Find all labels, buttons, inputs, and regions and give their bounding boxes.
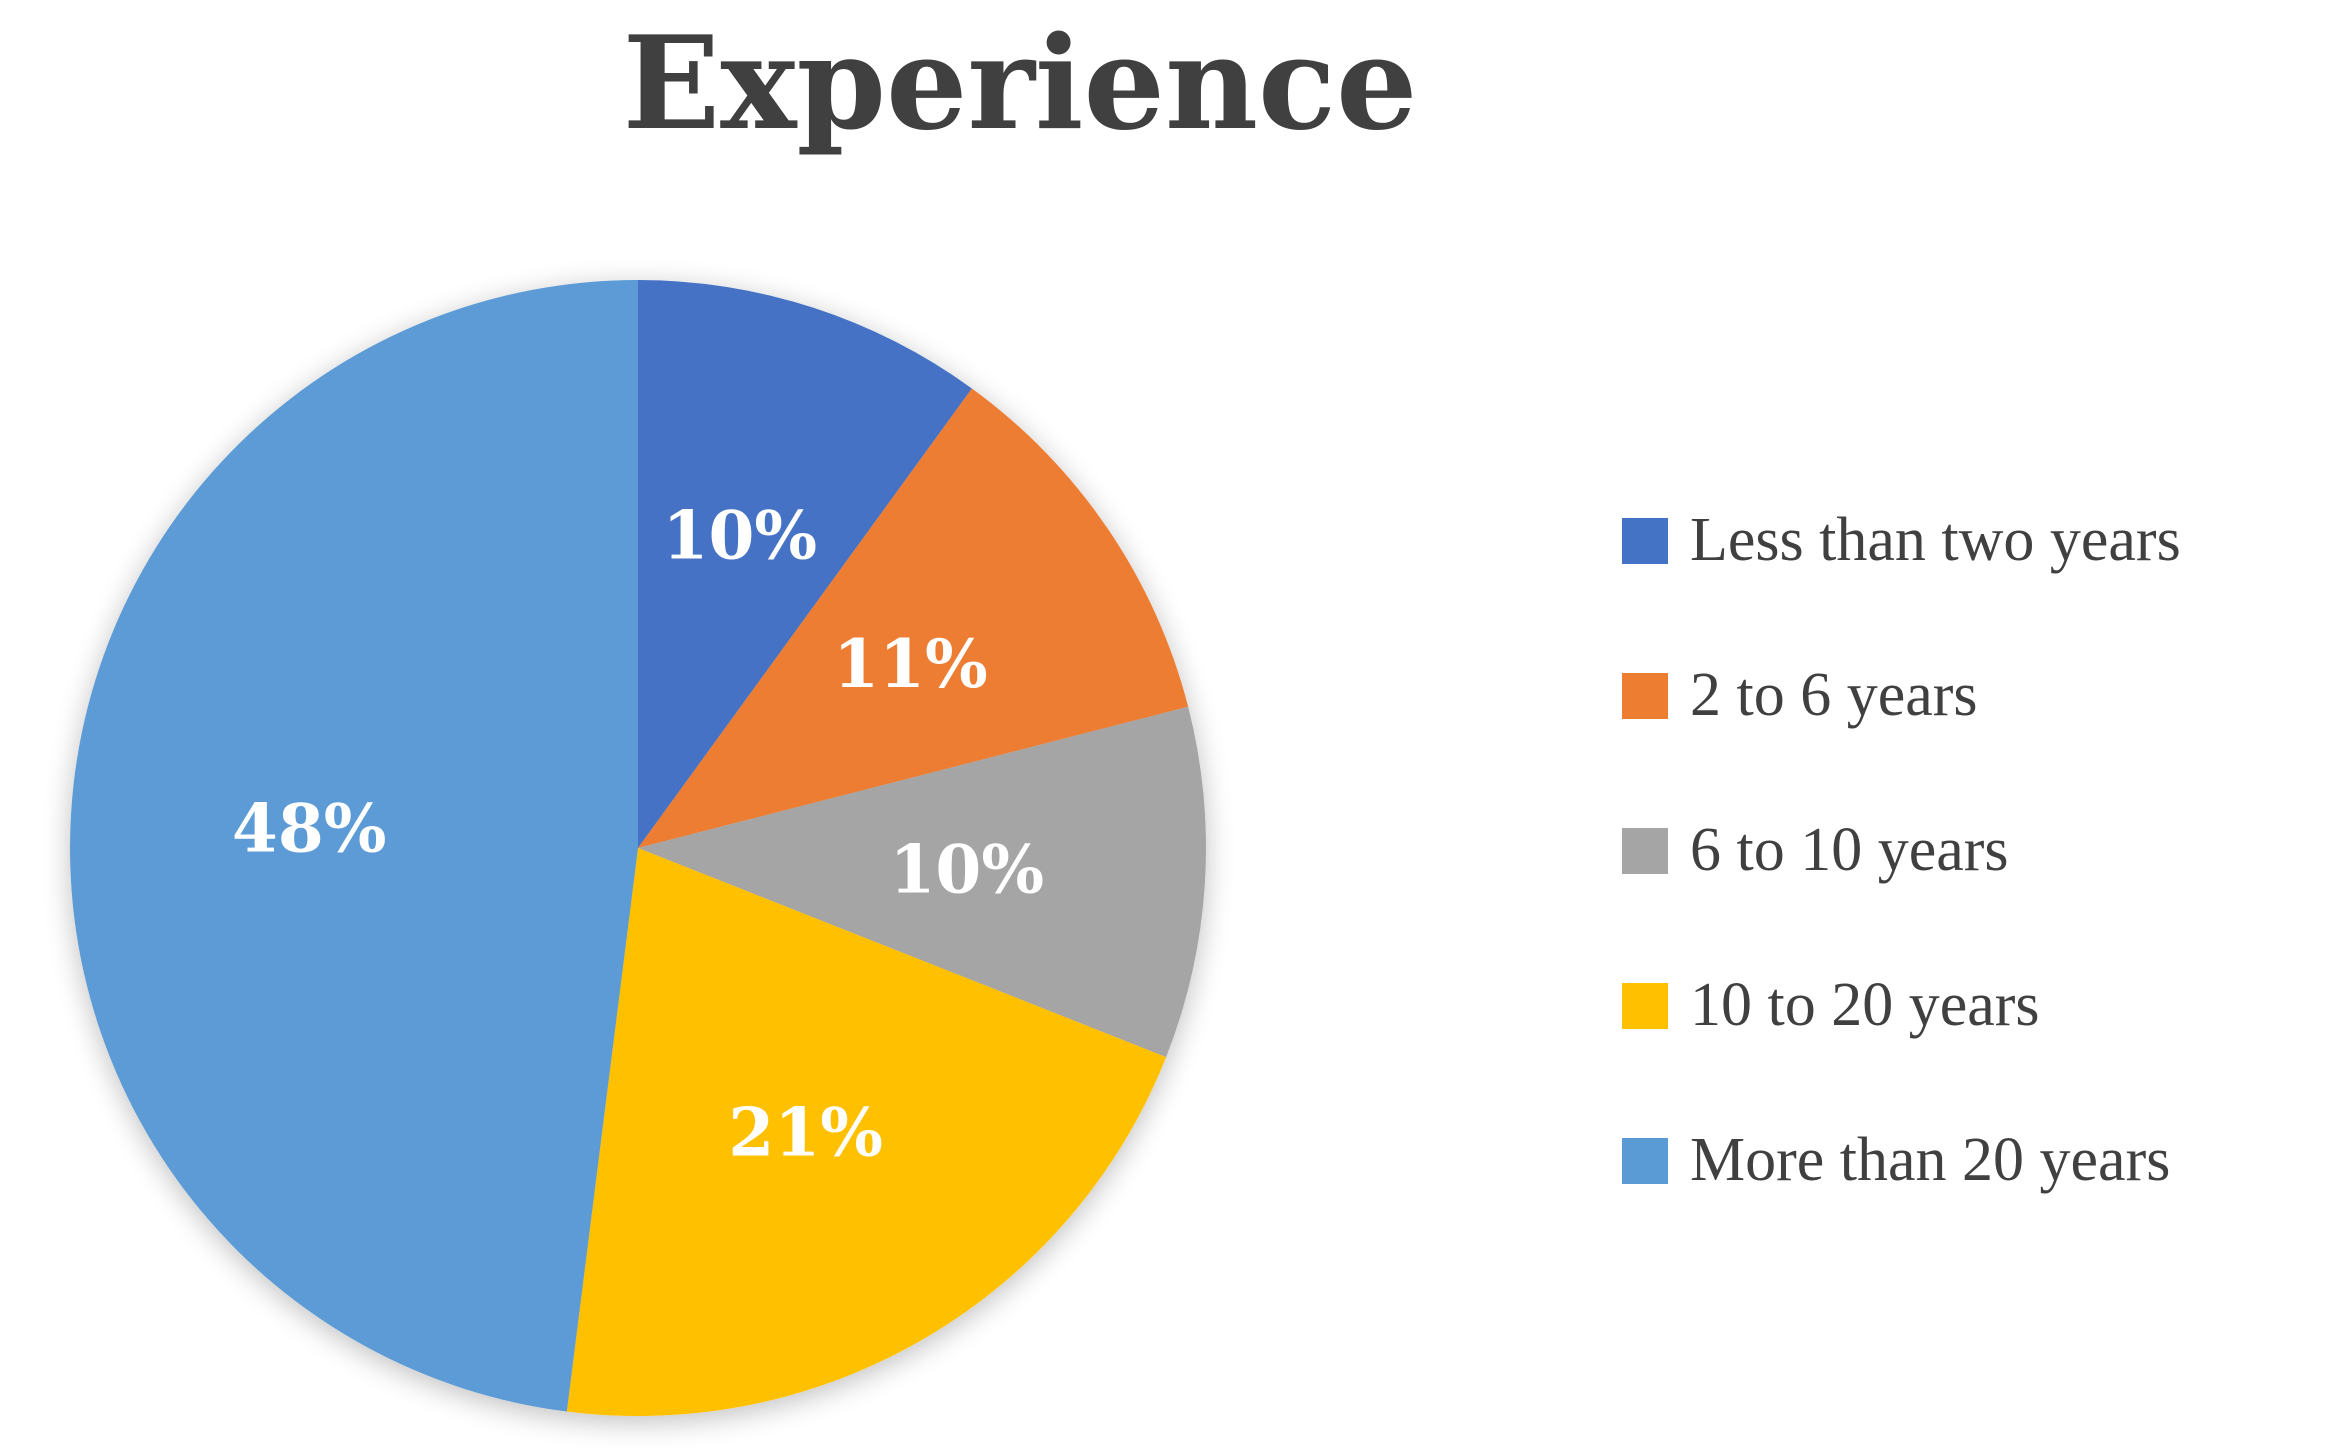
legend-label-4: 10 to 20 years — [1690, 971, 2040, 1039]
legend-swatch-4 — [1622, 983, 1668, 1029]
legend-item-1: Less than two years — [1622, 506, 2181, 574]
legend: Less than two years 2 to 6 years 6 to 10 y… — [1622, 506, 2181, 1194]
data-label-2: 11% — [833, 625, 988, 703]
data-label-1: 10% — [663, 497, 818, 575]
data-label-3: 10% — [890, 831, 1045, 909]
chart-title: Experience — [623, 9, 1418, 159]
pie-data-labels: 10%11%10%21%48% — [232, 497, 1044, 1172]
legend-swatch-3 — [1622, 828, 1668, 874]
legend-label-5: More than 20 years — [1690, 1126, 2170, 1194]
legend-item-2: 2 to 6 years — [1622, 661, 1978, 729]
legend-item-5: More than 20 years — [1622, 1126, 2170, 1194]
data-label-4: 21% — [728, 1094, 883, 1172]
legend-item-4: 10 to 20 years — [1622, 971, 2040, 1039]
pie-slice-3 — [638, 706, 1206, 1058]
legend-label-2: 2 to 6 years — [1690, 661, 1978, 729]
pie-slice-2 — [638, 388, 1189, 848]
data-label-5: 48% — [232, 789, 387, 867]
pie-slices — [69, 279, 1206, 1416]
legend-swatch-5 — [1622, 1138, 1668, 1184]
pie-slice-4 — [566, 848, 1167, 1416]
pie-slice-5 — [69, 279, 639, 1412]
legend-item-3: 6 to 10 years — [1622, 816, 2009, 884]
legend-swatch-2 — [1622, 673, 1668, 719]
legend-label-1: Less than two years — [1690, 506, 2181, 574]
pie-slice-1 — [638, 280, 972, 848]
legend-swatch-1 — [1622, 518, 1668, 564]
legend-label-3: 6 to 10 years — [1690, 816, 2009, 884]
